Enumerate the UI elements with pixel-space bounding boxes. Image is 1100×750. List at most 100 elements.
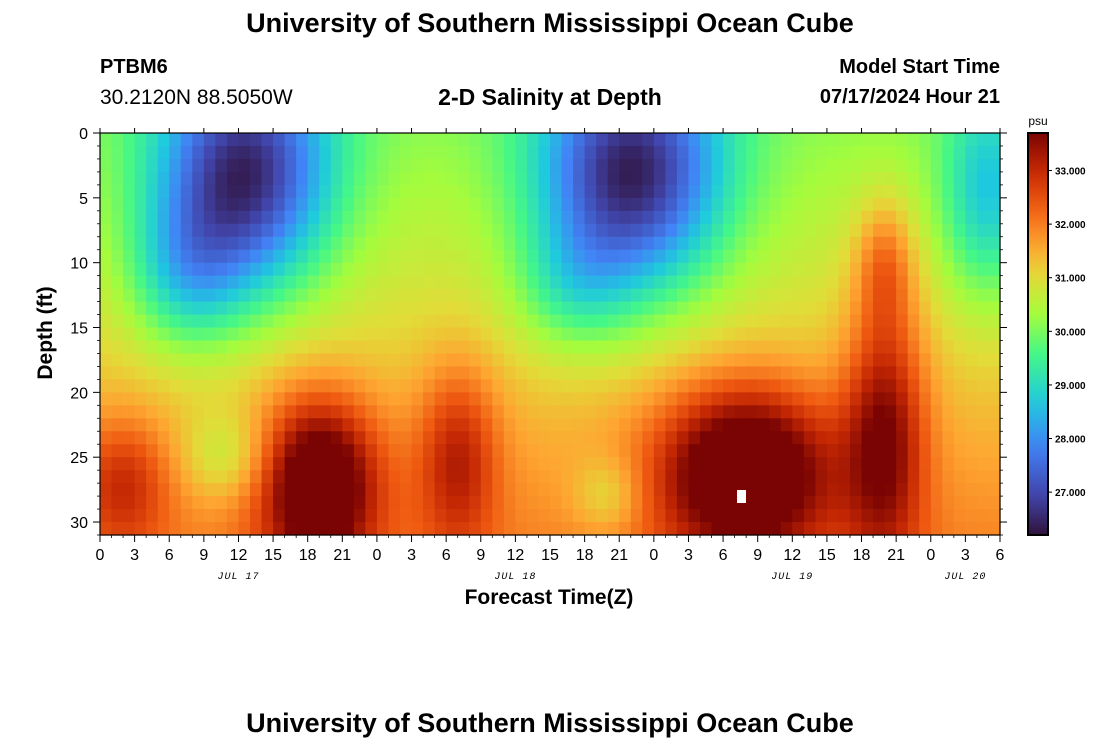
heatmap-cell — [803, 405, 816, 419]
heatmap-cell — [803, 236, 816, 251]
heatmap-cell — [896, 145, 909, 160]
heatmap-cell — [192, 145, 205, 160]
heatmap-cell — [434, 133, 447, 147]
heatmap-cell — [838, 236, 851, 251]
heatmap-cell — [296, 496, 309, 510]
heatmap-cell — [226, 184, 240, 199]
heatmap-cell — [526, 470, 540, 484]
heatmap-cell — [965, 431, 978, 445]
heatmap-cell — [134, 431, 147, 445]
heatmap-cell — [838, 275, 851, 290]
heatmap-cell — [919, 444, 932, 458]
heatmap-cell — [630, 470, 643, 484]
heatmap-cell — [400, 301, 413, 316]
heatmap-cell — [792, 522, 805, 536]
heatmap-cell — [296, 353, 309, 368]
heatmap-cell — [146, 236, 159, 251]
heatmap-cell — [757, 314, 770, 329]
heatmap-cell — [100, 184, 113, 199]
heatmap-cell — [134, 288, 147, 303]
heatmap-cell — [734, 509, 747, 523]
heatmap-cell — [953, 457, 966, 471]
heatmap-cell — [873, 470, 886, 484]
heatmap-cell — [561, 275, 574, 290]
heatmap-cell — [619, 379, 632, 393]
heatmap-cell — [873, 133, 886, 147]
heatmap-cell — [307, 509, 320, 523]
heatmap-cell — [365, 496, 378, 510]
heatmap-cell — [330, 405, 343, 419]
heatmap-cell — [503, 444, 516, 458]
heatmap-cell — [261, 133, 274, 147]
heatmap-cell — [446, 457, 459, 471]
heatmap-cell — [596, 379, 609, 393]
heatmap-cell — [365, 522, 378, 536]
x-tick-label: 12 — [230, 547, 248, 564]
heatmap-cell — [965, 236, 978, 251]
heatmap-cell — [261, 483, 274, 497]
heatmap-cell — [688, 353, 701, 368]
heatmap-cell — [192, 314, 205, 329]
heatmap-cell — [734, 249, 747, 264]
heatmap-cell — [734, 288, 747, 303]
heatmap-cell — [826, 353, 840, 368]
heatmap-cell — [526, 210, 540, 225]
heatmap-cell — [388, 249, 401, 264]
heatmap-cell — [226, 470, 240, 484]
heatmap-cell — [515, 197, 528, 212]
heatmap-cell — [815, 522, 828, 536]
heatmap-cell — [976, 327, 990, 342]
heatmap-cell — [469, 392, 482, 406]
heatmap-cell — [550, 483, 563, 497]
heatmap-cell — [953, 418, 966, 432]
heatmap-cell — [238, 457, 251, 471]
heatmap-cell — [607, 444, 620, 458]
heatmap-cell — [873, 340, 886, 355]
heatmap-cell — [907, 431, 920, 445]
heatmap-cell — [838, 171, 851, 186]
heatmap-cell — [261, 262, 274, 277]
heatmap-cell — [826, 470, 840, 484]
heatmap-cell — [676, 392, 690, 406]
heatmap-cell — [792, 197, 805, 212]
heatmap-cell — [850, 366, 863, 380]
heatmap-cell — [480, 262, 493, 277]
heatmap-cell — [757, 223, 770, 238]
heatmap-cell — [492, 210, 505, 225]
heatmap-cell — [642, 327, 655, 342]
heatmap-cell — [769, 353, 782, 368]
heatmap-cell — [584, 327, 597, 342]
heatmap-cell — [815, 236, 828, 251]
heatmap-cell — [665, 405, 678, 419]
heatmap-cell — [930, 223, 943, 238]
heatmap-cell — [988, 184, 1001, 199]
heatmap-cell — [226, 418, 240, 432]
heatmap-cell — [619, 275, 632, 290]
heatmap-cell — [700, 288, 713, 303]
heatmap-cell — [111, 262, 124, 277]
heatmap-cell — [792, 275, 805, 290]
heatmap-cell — [250, 184, 263, 199]
heatmap-cell — [388, 470, 401, 484]
heatmap-cell — [769, 405, 782, 419]
heatmap-cell — [561, 470, 574, 484]
heatmap-cell — [492, 171, 505, 186]
heatmap-cell — [134, 353, 147, 368]
heatmap-cell — [434, 496, 447, 510]
heatmap-cell — [238, 301, 251, 316]
heatmap-cell — [653, 366, 666, 380]
heatmap-cell — [480, 197, 493, 212]
heatmap-cell — [815, 379, 828, 393]
heatmap-cell — [353, 223, 366, 238]
heatmap-cell — [180, 301, 193, 316]
heatmap-cell — [573, 145, 586, 160]
heatmap-cell — [526, 275, 540, 290]
heatmap-cell — [873, 223, 886, 238]
heatmap-cell — [423, 392, 436, 406]
heatmap-cell — [400, 145, 413, 160]
heatmap-cell — [538, 236, 551, 251]
heatmap-cell — [492, 275, 505, 290]
heatmap-cell — [411, 496, 424, 510]
heatmap-cell — [653, 301, 666, 316]
heatmap-cell — [607, 509, 620, 523]
